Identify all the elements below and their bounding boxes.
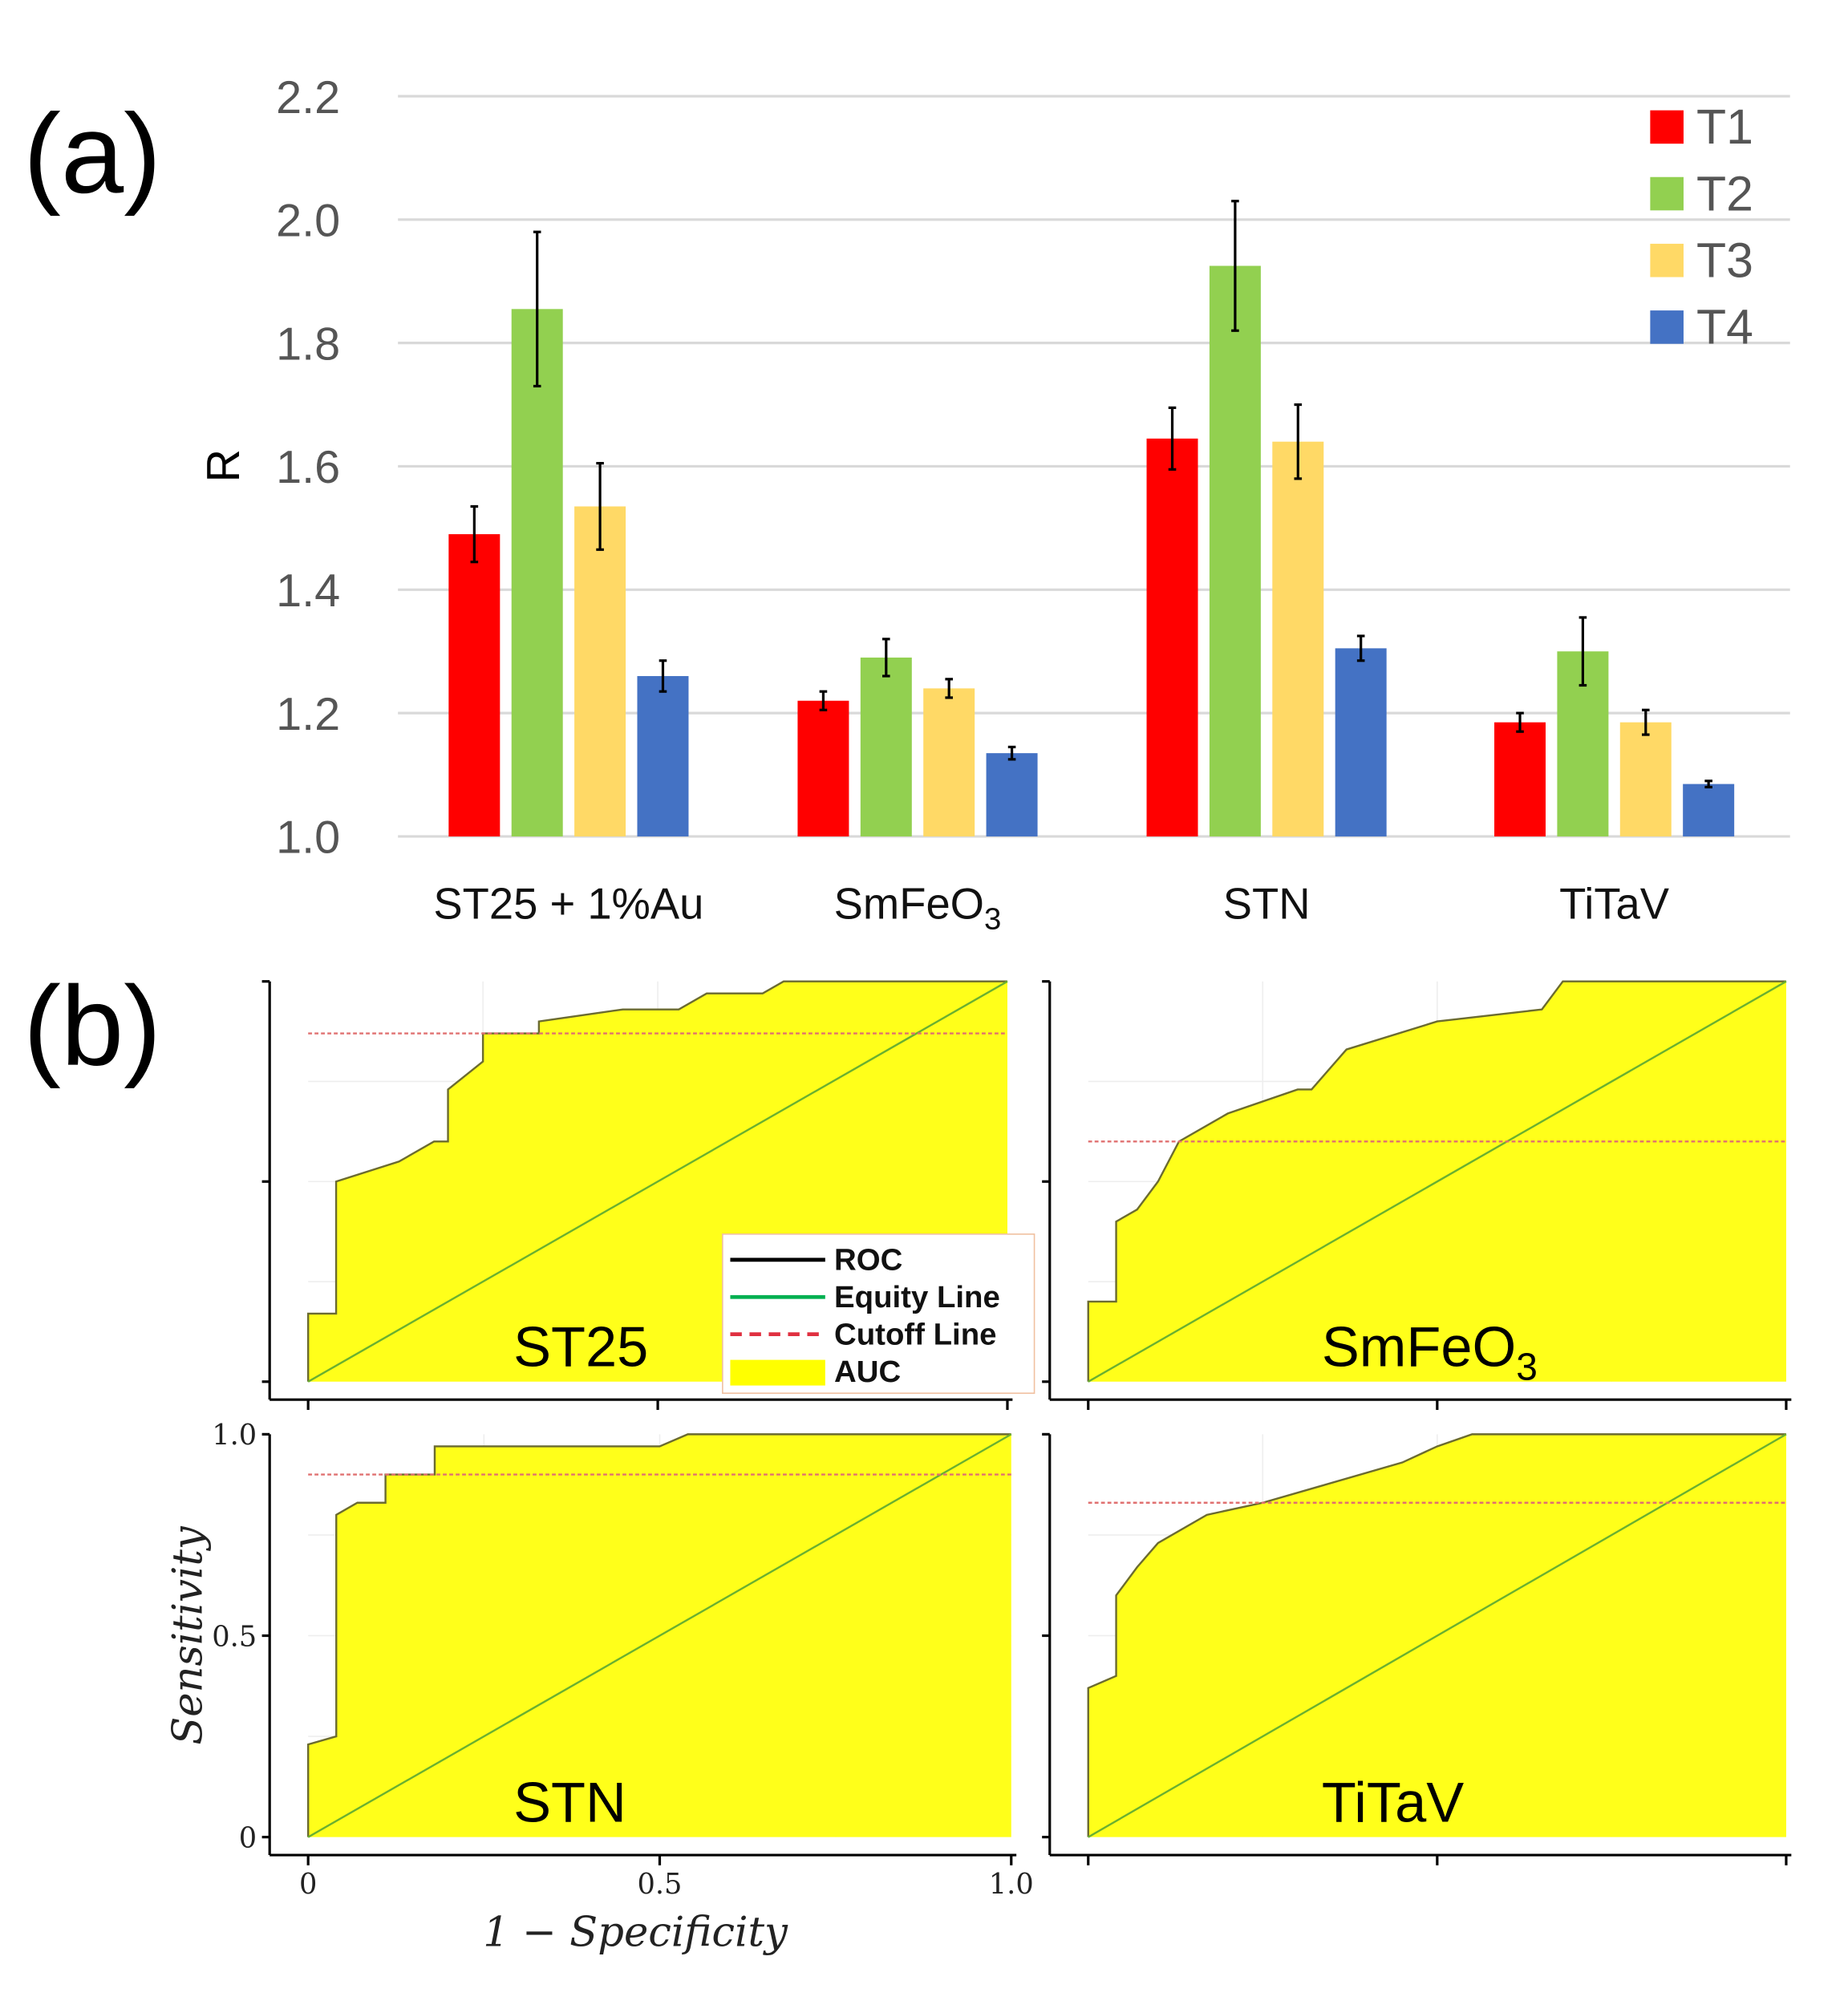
roc-curve	[1087, 980, 1786, 1382]
bar-t2	[1209, 265, 1261, 836]
error-bar	[1294, 403, 1303, 480]
category-label-subscript: 3	[984, 902, 1001, 937]
panel-title: SmFeO3	[1322, 1315, 1538, 1389]
bar-t1	[448, 534, 500, 836]
y-tick-label: 1.0	[276, 812, 340, 864]
legend-swatch	[1650, 176, 1684, 211]
roc-curve	[306, 1433, 1011, 1837]
legend-label: Equity Line	[834, 1280, 1000, 1314]
error-bar	[533, 230, 541, 388]
panel-title: TiTaV	[1322, 1770, 1464, 1833]
legend-label: T2	[1696, 166, 1753, 221]
error-bar	[1704, 780, 1712, 789]
bar-t4	[1335, 648, 1387, 836]
legend-label: AUC	[834, 1355, 901, 1389]
error-bar	[1516, 711, 1524, 733]
bar-t4	[986, 753, 1038, 836]
roc-curve	[306, 980, 1007, 1382]
x-tick-label: 0	[299, 1868, 317, 1901]
bar-t1	[797, 700, 849, 836]
error-bar	[819, 690, 828, 711]
legend-swatch	[730, 1359, 825, 1386]
category-label-main: STN	[1223, 879, 1311, 928]
legend-label: ROC	[834, 1243, 902, 1278]
y-tick-label: 1.6	[276, 442, 340, 493]
category-label-main: TiTaV	[1559, 879, 1670, 928]
legend-swatch	[1650, 310, 1684, 344]
error-bar	[882, 638, 890, 678]
error-bar	[1007, 745, 1016, 761]
y-tick-label: 1.8	[276, 318, 340, 370]
category-label: SmFeO3	[834, 879, 1002, 936]
panel-title-main: TiTaV	[1322, 1770, 1464, 1833]
roc-panel-stn: STN	[261, 1432, 1017, 1865]
equity-line	[1088, 1433, 1787, 1838]
bar-t3	[574, 506, 626, 836]
panel-title: ST25	[513, 1315, 648, 1379]
error-bar	[596, 462, 604, 551]
equity-line	[307, 980, 1008, 1383]
error-bar	[659, 659, 667, 693]
panel-title-subscript: 3	[1516, 1346, 1538, 1388]
legend-label: T4	[1696, 300, 1753, 354]
error-bar	[1231, 200, 1239, 332]
bar-t2	[860, 657, 912, 836]
bar-t1	[1494, 722, 1546, 836]
y-tick-label: 0.5	[212, 1620, 257, 1653]
y-axis-label: Sensitivity	[164, 1525, 212, 1745]
x-tick-label: 1.0	[989, 1868, 1034, 1901]
panel-title-main: ST25	[513, 1315, 648, 1379]
equity-line	[1088, 980, 1787, 1383]
equity-line	[307, 1433, 1012, 1838]
x-tick-label: 0.5	[637, 1868, 682, 1901]
error-bar	[1168, 406, 1177, 471]
bar-t3	[1619, 722, 1672, 836]
panel-label-a: (a)	[23, 91, 161, 217]
bar-t1	[1146, 438, 1198, 836]
legend-label: Cutoff Line	[834, 1317, 996, 1351]
bar-t3	[1272, 441, 1324, 836]
category-label: ST25 + 1%Au	[433, 879, 703, 928]
roc-curve	[1087, 1433, 1786, 1837]
y-axis-label: R	[198, 449, 249, 483]
legend-swatch	[1650, 243, 1684, 277]
y-tick-label: 0	[239, 1821, 257, 1854]
y-tick-label: 2.2	[276, 72, 340, 124]
category-label: TiTaV	[1559, 879, 1670, 928]
bar-t4	[637, 675, 689, 836]
legend-label: T3	[1696, 233, 1753, 288]
bar-t2	[511, 309, 563, 836]
category-label: STN	[1223, 879, 1311, 928]
y-tick-label: 2.0	[276, 196, 340, 247]
panel-label-b: (b)	[23, 963, 161, 1089]
bar-chart: (a) 1.0 1.2 1.4 1.6 1.8 2.0 2.2 R ST25 + 1%Au SmFe…	[23, 72, 1790, 937]
y-tick-label: 1.2	[276, 689, 340, 740]
panel-title-main: STN	[513, 1770, 626, 1833]
legend-label: T1	[1696, 99, 1753, 154]
x-axis-label: 1 − Specificity	[483, 1909, 788, 1957]
category-label-main: ST25 + 1%Au	[433, 879, 703, 928]
error-bar	[945, 678, 953, 699]
bar-t4	[1683, 784, 1735, 836]
bar-t3	[923, 688, 975, 836]
category-label-main: SmFeO	[834, 879, 984, 928]
error-bar	[1356, 634, 1365, 662]
error-bar	[1578, 616, 1587, 687]
panel-title-main: SmFeO	[1322, 1315, 1516, 1379]
roc-charts: (b) ST25 SmFeO3 STN TiTaV 0 0.5 1.0 0 0.5 1.0 1 − S…	[23, 963, 1792, 1957]
roc-panel-titav: TiTaV	[1042, 1432, 1792, 1865]
y-tick-label: 1.4	[276, 565, 340, 617]
error-bar	[1641, 708, 1650, 736]
y-tick-label: 1.0	[212, 1419, 257, 1452]
panel-title: STN	[513, 1770, 626, 1833]
legend-swatch	[1650, 110, 1684, 144]
roc-panel-smfeo: SmFeO3	[1042, 980, 1792, 1410]
error-bar	[470, 504, 479, 564]
